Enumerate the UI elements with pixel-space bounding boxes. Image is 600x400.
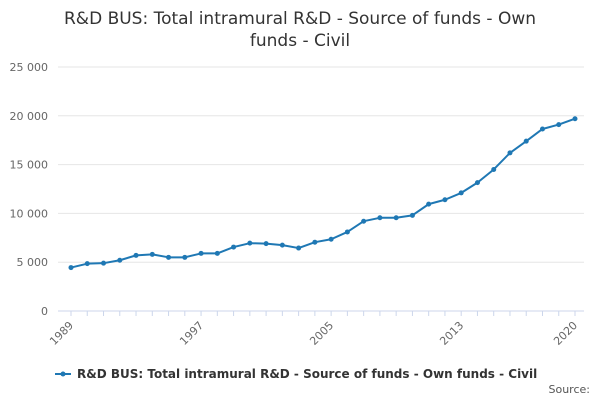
y-tick-label: 15 000 <box>10 159 49 172</box>
y-tick-label: 5 000 <box>17 256 49 269</box>
data-point[interactable] <box>361 218 367 224</box>
x-tick-label: 2013 <box>437 319 466 348</box>
series-line <box>70 117 576 269</box>
y-tick-label: 0 <box>41 305 48 318</box>
y-tick-label: 25 000 <box>10 61 49 74</box>
source-label[interactable]: Source: <box>548 383 591 396</box>
data-point[interactable] <box>198 250 204 256</box>
x-tick-label: 2020 <box>551 319 580 348</box>
data-point[interactable] <box>182 254 188 260</box>
data-point[interactable] <box>458 190 464 196</box>
data-point[interactable] <box>556 122 562 128</box>
data-point[interactable] <box>263 241 269 247</box>
data-point[interactable] <box>214 250 220 256</box>
x-tick-label: 1989 <box>47 319 76 348</box>
x-tick-label: 2005 <box>307 319 336 348</box>
x-axis: 1989 1997 2005 2013 2020 <box>47 310 584 348</box>
data-point[interactable] <box>523 138 529 144</box>
y-axis-ticks: 0 5 000 10 000 15 000 20 000 25 000 <box>10 61 49 318</box>
data-point[interactable] <box>344 229 350 235</box>
y-tick-label: 10 000 <box>10 207 49 220</box>
data-point[interactable] <box>507 150 513 156</box>
data-point[interactable] <box>426 201 432 207</box>
data-point[interactable] <box>377 215 383 221</box>
data-point[interactable] <box>474 180 480 186</box>
data-point[interactable] <box>409 212 415 218</box>
data-point[interactable] <box>117 257 123 263</box>
data-point[interactable] <box>312 239 318 245</box>
data-point[interactable] <box>68 265 74 271</box>
data-point[interactable] <box>491 166 497 172</box>
data-point[interactable] <box>279 242 285 248</box>
series-layer <box>68 116 578 271</box>
data-point[interactable] <box>84 261 90 267</box>
legend-label: R&D BUS: Total intramural R&D - Source o… <box>77 367 538 381</box>
data-point[interactable] <box>149 251 155 257</box>
data-point[interactable] <box>231 244 237 250</box>
data-point[interactable] <box>328 236 334 242</box>
data-point[interactable] <box>442 197 448 203</box>
data-point[interactable] <box>393 215 399 221</box>
data-point[interactable] <box>166 254 172 260</box>
grid-lines <box>58 66 584 263</box>
legend[interactable]: R&D BUS: Total intramural R&D - Source o… <box>55 365 537 383</box>
y-tick-label: 20 000 <box>10 110 49 123</box>
chart-title: R&D BUS: Total intramural R&D - Source o… <box>64 9 536 51</box>
data-point[interactable] <box>133 252 139 258</box>
x-tick-label: 1997 <box>177 319 206 348</box>
data-point[interactable] <box>539 126 545 132</box>
data-point[interactable] <box>101 260 107 266</box>
data-point[interactable] <box>572 116 578 122</box>
data-point[interactable] <box>296 245 302 251</box>
legend-line-icon <box>55 371 71 377</box>
data-point[interactable] <box>247 240 253 246</box>
